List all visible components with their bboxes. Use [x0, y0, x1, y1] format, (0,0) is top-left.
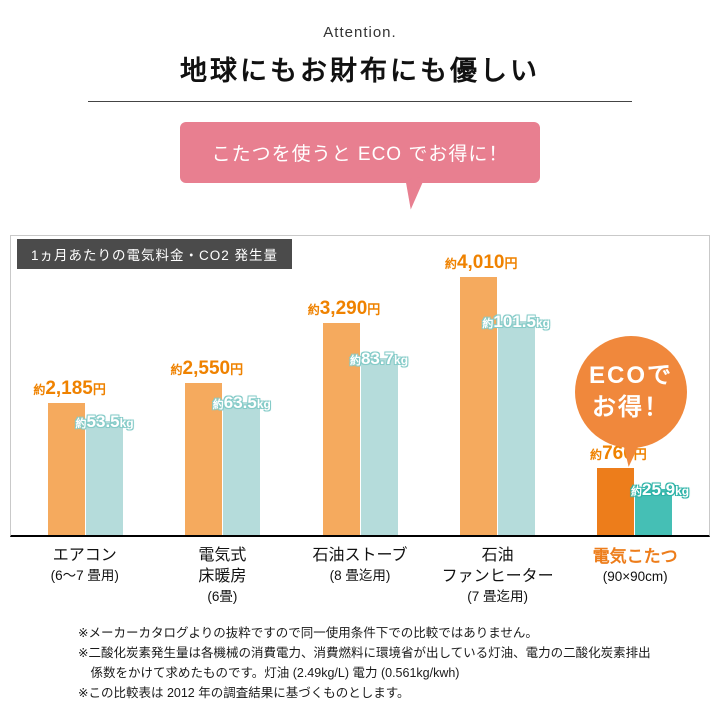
bar-pair: 約101.5kg — [459, 277, 550, 535]
bars-area: 約2,185円 約53.5kg 約2,550円 約63.5kg 約3,2 — [11, 236, 709, 535]
co2-label: 約25.9kg — [631, 480, 690, 499]
speech-bubble-tail — [405, 176, 431, 210]
footnote: ※二酸化炭素発生量は各機械の消費電力、消費燃料に環境省が出している灯油、電力の二… — [78, 646, 651, 681]
co2-bar: 約53.5kg — [76, 412, 134, 535]
eco-badge-line2: お得！ — [592, 394, 670, 421]
bar-pair: 約63.5kg — [185, 383, 271, 535]
chart-container: 1ヵ月あたりの電気料金・CO2 発生量 約2,185円 約53.5kg 約2,5… — [10, 235, 710, 537]
eco-badge-tail — [619, 440, 641, 468]
price-label: 約760円 — [590, 443, 647, 464]
speech-bubble: こたつを使うと ECO でお得に！ — [180, 122, 540, 210]
chart-group: 約2,185円 約53.5kg — [17, 378, 154, 535]
price-bar — [596, 468, 634, 535]
price-label: 約2,185円 — [33, 378, 106, 399]
price-bar — [459, 277, 497, 535]
chart-group: 約3,290円 約83.7kg — [291, 298, 428, 535]
category-label: 電気式 床暖房 (6畳) — [198, 547, 247, 604]
price-bar — [48, 403, 86, 535]
co2-bar: 約63.5kg — [213, 393, 271, 535]
eco-badge-line1: ECOで — [588, 361, 673, 389]
chart-title-badge: 1ヵ月あたりの電気料金・CO2 発生量 — [17, 239, 293, 269]
co2-label: 約53.5kg — [75, 412, 134, 431]
co2-bar: 約101.5kg — [482, 312, 550, 535]
chart-section: 1ヵ月あたりの電気料金・CO2 発生量 約2,185円 約53.5kg 約2,5… — [10, 235, 710, 605]
category-label: 電気こたつ (90×90cm) — [592, 547, 678, 585]
title-underline — [88, 101, 632, 102]
eco-badge: ECOで お得！ — [575, 336, 687, 468]
price-label: 約2,550円 — [170, 358, 244, 379]
bar-pair: 約53.5kg — [48, 403, 134, 535]
attention-label: Attention. — [323, 24, 397, 41]
chart-group: 約760円 約25.9kg — [566, 443, 703, 535]
category-labels: エアコン (6〜7 畳用) 電気式 床暖房 (6畳) 石油ストーブ (8 畳迄用) 石油 ファン… — [10, 546, 710, 605]
price-bar — [322, 323, 360, 535]
co2-bar: 約83.7kg — [350, 349, 408, 535]
co2-label: 約101.5kg — [482, 312, 550, 331]
speech-bubble-text: こたつを使うと ECO でお得に！ — [211, 144, 509, 165]
footnote: ※メーカーカタログよりの抜粋ですので同一使用条件下での比較ではありません。 — [78, 626, 538, 641]
footnote: ※この比較表は 2012 年の調査結果に基づくものとします。 — [78, 686, 410, 701]
co2-label: 約83.7kg — [349, 349, 409, 368]
price-label: 約4,010円 — [444, 252, 518, 273]
category-label: エアコン (6〜7 畳用) — [50, 547, 119, 583]
chart-group: 約4,010円 約101.5kg — [429, 252, 566, 535]
price-bar — [185, 383, 223, 535]
category-label: 石油 ファンヒーター (7 畳迄用) — [441, 547, 554, 604]
co2-label: 約63.5kg — [212, 393, 271, 412]
chart-group: 約2,550円 約63.5kg — [154, 358, 291, 535]
page-title: 地球にもお財布にも優しい — [180, 56, 540, 86]
footnotes: ※メーカーカタログよりの抜粋ですので同一使用条件下での比較ではありません。 ※二酸… — [78, 623, 662, 703]
bar-pair: 約25.9kg — [596, 468, 689, 535]
bar-pair: 約83.7kg — [322, 323, 408, 535]
co2-bar: 約25.9kg — [631, 480, 689, 535]
category-label: 石油ストーブ (8 畳迄用) — [312, 547, 408, 583]
price-label: 約3,290円 — [307, 298, 381, 319]
